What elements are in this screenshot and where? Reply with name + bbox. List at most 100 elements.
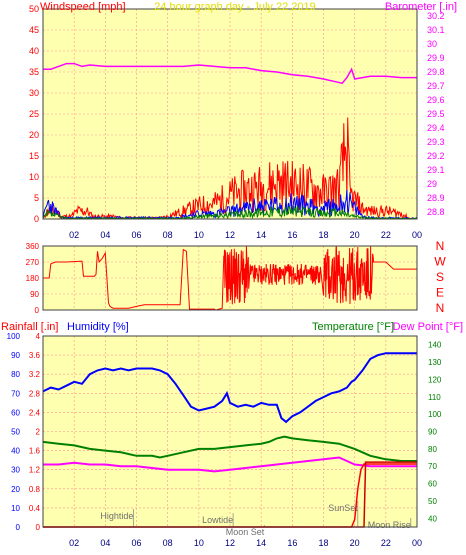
temperature-axis-label: Temperature [°F]	[312, 321, 394, 333]
humidity-tick-label: 40	[11, 447, 20, 456]
humidity-tick-label: 80	[11, 370, 20, 379]
x-tick-label: 10	[194, 538, 204, 548]
barometer-tick-label: 29.8	[427, 67, 445, 77]
barometer-tick-label: 28.9	[427, 193, 445, 203]
wind-time-axis: 02 04 06 08 10 12 14 16 18 20 22 00	[69, 230, 422, 240]
humidity-tick-label: 30	[11, 466, 20, 475]
temperature-axis: 40 50 60 70 80 90 100 110 120 130 140	[428, 341, 442, 524]
barometer-tick-label: 29.4	[427, 123, 445, 133]
rainfall-axis: 0 0.4 0.8 1.2 1.6 2 2.4 2.8 3.2 3.6 4	[29, 332, 41, 532]
windspeed-tick-label: 35	[29, 67, 39, 77]
rainfall-tick-label: 3.2	[29, 370, 41, 379]
rainfall-tick-label: 3.6	[29, 351, 41, 360]
rainfall-tick-label: 1.2	[29, 466, 41, 475]
barometer-tick-label: 29	[427, 179, 437, 189]
compass-label: N	[436, 239, 445, 253]
temperature-tick-label: 80	[428, 445, 437, 454]
rainfall-tick-label: 2.4	[29, 408, 41, 417]
barometer-tick-label: 30.1	[427, 25, 445, 35]
event-marker-label: SunSet	[328, 503, 358, 513]
humidity-tick-label: 100	[7, 332, 21, 341]
barometer-axis: 28.8 28.9 29 29.1 29.2 29.3 29.4 29.5 29.6 29.7 29…	[427, 11, 445, 217]
direction-tick-label: 270	[26, 258, 40, 267]
x-tick-label: 10	[194, 230, 204, 240]
temperature-tick-label: 130	[428, 358, 442, 367]
humidity-tick-label: 20	[11, 485, 20, 494]
x-tick-label: 04	[100, 230, 110, 240]
temperature-tick-label: 90	[428, 428, 437, 437]
windspeed-tick-label: 15	[29, 151, 39, 161]
humidity-tick-label: 50	[11, 428, 20, 437]
barometer-tick-label: 29.2	[427, 151, 445, 161]
climate-plot-frame	[42, 335, 418, 528]
rainfall-tick-label: 0.8	[29, 485, 41, 494]
windspeed-tick-label: 25	[29, 109, 39, 119]
rainfall-tick-label: 1.6	[29, 447, 41, 456]
x-tick-label: 08	[163, 538, 173, 548]
rainfall-tick-label: 4	[36, 332, 41, 341]
x-tick-label: 18	[318, 230, 328, 240]
x-tick-label: 20	[350, 230, 360, 240]
temperature-tick-label: 100	[428, 410, 442, 419]
wind-plot-frame	[42, 8, 418, 220]
compass-label: N	[436, 301, 445, 315]
x-tick-label: 14	[256, 538, 266, 548]
rainfall-tick-label: 0	[36, 523, 41, 532]
barometer-tick-label: 30.2	[427, 11, 445, 21]
x-tick-label: 08	[163, 230, 173, 240]
wind-grid	[43, 9, 417, 219]
direction-axis: 0 90 180 270 360	[26, 242, 40, 315]
humidity-axis-label: Humidity [%]	[67, 321, 129, 333]
dewpoint-line	[43, 456, 417, 473]
wind-series	[42, 62, 418, 220]
barometer-tick-label: 29.5	[427, 109, 445, 119]
event-marker-label: Moon Set	[226, 527, 265, 537]
x-tick-label: 06	[131, 230, 141, 240]
barometer-tick-label: 29.9	[427, 53, 445, 63]
windspeed-axis-label: Windspeed [mph]	[40, 1, 126, 13]
temperature-line	[42, 435, 417, 462]
windspeed-tick-label: 45	[29, 25, 39, 35]
barometer-tick-label: 29.1	[427, 165, 445, 175]
windspeed-tick-label: 5	[34, 193, 39, 203]
windspeed-tick-label: 0	[34, 214, 39, 224]
red-wind-series	[42, 117, 417, 220]
x-tick-label: 22	[381, 538, 391, 548]
wind-direction-line	[43, 245, 417, 311]
humidity-tick-label: 10	[11, 504, 20, 513]
x-tick-label: 16	[287, 538, 297, 548]
temperature-tick-label: 50	[428, 497, 437, 506]
windspeed-axis: 0 5 10 15 20 25 30 35 40 45 50	[29, 4, 39, 224]
windspeed-tick-label: 40	[29, 46, 39, 56]
humidity-tick-label: 0	[16, 523, 21, 532]
direction-tick-label: 90	[30, 290, 39, 299]
humidity-tick-label: 60	[11, 408, 20, 417]
windspeed-tick-label: 50	[29, 4, 39, 14]
windspeed-tick-label: 10	[29, 172, 39, 182]
rainfall-tick-label: 0.4	[29, 504, 41, 513]
x-tick-label: 00	[412, 538, 422, 548]
humidity-axis: 0 10 20 30 40 50 60 70 80 90 100	[7, 332, 21, 532]
x-tick-label: 04	[100, 538, 110, 548]
event-marker-label: Hightide	[100, 511, 133, 521]
x-tick-label: 12	[225, 230, 235, 240]
direction-tick-label: 0	[35, 306, 40, 315]
direction-tick-label: 360	[26, 242, 40, 251]
rainfall-axis-label: Rainfall [.in]	[1, 321, 58, 333]
x-tick-label: 22	[381, 230, 391, 240]
temperature-tick-label: 120	[428, 375, 442, 384]
temperature-tick-label: 60	[428, 480, 437, 489]
x-tick-label: 16	[287, 230, 297, 240]
x-tick-label: 18	[318, 538, 328, 548]
barometer-tick-label: 29.7	[427, 81, 445, 91]
compass-label: W	[434, 255, 446, 269]
climate-annotations: Hightide Lowtide Moon Set SunSet Moon Rise	[100, 501, 412, 537]
temperature-tick-label: 70	[428, 462, 437, 471]
temperature-tick-label: 40	[428, 514, 437, 523]
event-marker-label: Moon Rise	[368, 520, 411, 530]
temperature-tick-label: 110	[428, 393, 441, 402]
